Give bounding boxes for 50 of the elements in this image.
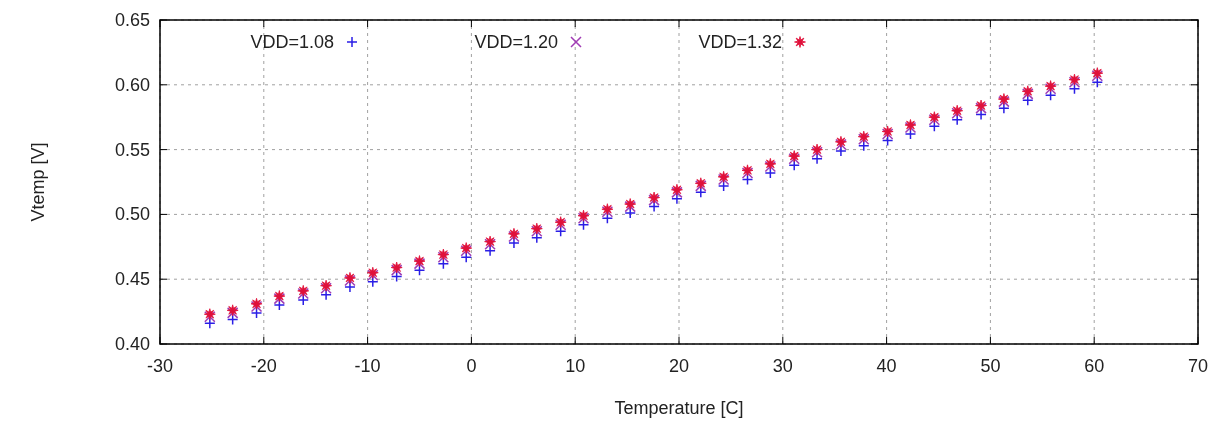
point	[951, 114, 963, 126]
point	[320, 289, 332, 301]
point	[904, 128, 917, 140]
x-tick-label: 10	[565, 356, 586, 376]
point	[1044, 89, 1057, 101]
point	[601, 212, 614, 225]
y-tick-label: 0.50	[114, 204, 150, 225]
point	[577, 219, 590, 231]
point	[273, 299, 286, 311]
legend-label: VDD=1.20	[474, 32, 558, 52]
point	[554, 225, 567, 237]
point	[204, 317, 216, 330]
point	[413, 264, 426, 276]
y-axis-title: Vtemp [V]	[28, 142, 48, 222]
point	[695, 186, 707, 199]
point	[764, 167, 777, 179]
x-tick-label: -10	[354, 356, 381, 376]
y-tick-label: 0.55	[114, 139, 150, 160]
point	[250, 307, 263, 319]
legend-label: VDD=1.32	[698, 32, 782, 52]
x-tick-label: 20	[668, 356, 690, 376]
y-tick-label: 0.60	[114, 74, 150, 95]
point	[998, 102, 1010, 114]
point	[624, 207, 636, 219]
x-tick-label: 50	[980, 356, 1001, 376]
legend-label: VDD=1.08	[250, 32, 334, 52]
x-axis-title: Temperature [C]	[614, 398, 744, 418]
point	[671, 193, 683, 205]
point	[344, 281, 356, 293]
point	[835, 145, 847, 157]
point	[226, 313, 239, 326]
y-tick-label: 0.65	[114, 10, 150, 30]
x-tick-label: 70	[1187, 356, 1209, 376]
point	[788, 159, 800, 171]
x-tick-label: -20	[250, 356, 277, 376]
y-tick-label: 0.45	[114, 269, 150, 290]
point	[367, 276, 379, 288]
point	[717, 180, 730, 192]
x-tick-label: 0	[466, 356, 477, 376]
point	[460, 251, 472, 263]
x-tick-label: 60	[1084, 356, 1105, 376]
y-tick-label: 0.40	[114, 334, 150, 354]
point	[297, 294, 309, 306]
point	[1091, 76, 1104, 88]
point	[508, 237, 520, 249]
point	[928, 120, 941, 133]
x-tick-label: 30	[772, 356, 793, 376]
point	[1022, 94, 1034, 107]
x-tick-label: -30	[146, 356, 174, 376]
x-tick-label: 40	[876, 356, 897, 376]
